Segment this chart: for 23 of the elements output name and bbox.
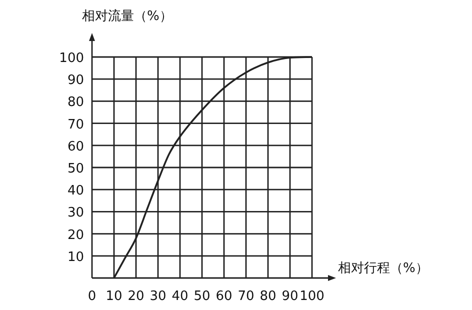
y-tick-label: 60	[67, 139, 84, 154]
x-tick-label: 0	[88, 289, 96, 304]
x-tick-label: 100	[300, 289, 324, 304]
y-tick-label: 90	[67, 73, 84, 88]
x-tick-label: 20	[128, 289, 144, 304]
x-axis-title: 相对行程（%）	[338, 261, 428, 276]
y-tick-label: 80	[67, 95, 84, 110]
x-tick-label: 90	[282, 289, 298, 304]
x-tick-label: 40	[172, 289, 188, 304]
y-tick-label: 20	[67, 228, 84, 243]
x-tick-label: 60	[216, 289, 232, 304]
y-tick-label: 100	[59, 51, 84, 66]
x-tick-label: 30	[150, 289, 166, 304]
y-axis-title: 相对流量（%）	[82, 8, 172, 24]
y-tick-label: 70	[67, 117, 84, 132]
x-tick-label: 70	[238, 289, 254, 304]
y-tick-label: 30	[67, 206, 84, 221]
x-tick-label: 50	[194, 289, 210, 304]
y-tick-label: 40	[67, 184, 84, 199]
y-tick-label: 50	[67, 162, 84, 176]
y-tick-label: 10	[67, 250, 84, 265]
x-tick-label: 80	[260, 289, 276, 304]
x-tick-label: 10	[106, 289, 122, 304]
